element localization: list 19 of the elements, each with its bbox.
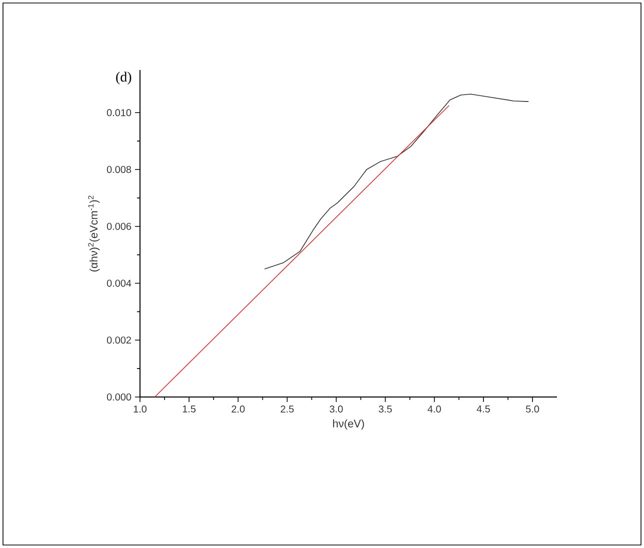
x-tick-label: 5.0 xyxy=(526,406,540,413)
x-tick-label: 1.5 xyxy=(182,406,196,412)
x-tick-label: 4.0 xyxy=(428,406,441,413)
y-tick-label: 0.002 xyxy=(106,336,131,344)
y-tick-label: 0.004 xyxy=(106,280,132,287)
y-axis-title: (αhν)$^{2}$(eVcm$^{-1}$)$^{2}$ xyxy=(88,196,100,272)
x-axis-title: hν(eV) xyxy=(333,419,364,430)
x-tick-label: 2.0 xyxy=(232,406,245,413)
text: (d) xyxy=(116,72,132,84)
x-tick-label: 3.5 xyxy=(378,406,392,413)
y-tick-label: 0.006 xyxy=(106,222,132,230)
x-tick-label: 2.5 xyxy=(280,406,294,413)
x-tick-label: 1.0 xyxy=(134,406,147,413)
x-tick-label: 4.5 xyxy=(476,406,490,412)
y-tick-label: 0.010 xyxy=(106,109,132,116)
line-series xyxy=(264,94,529,270)
y-tick-label: 0.000 xyxy=(106,393,132,401)
y-tick-label: 0.008 xyxy=(106,166,132,174)
x-tick-label: 3.0 xyxy=(330,406,343,413)
